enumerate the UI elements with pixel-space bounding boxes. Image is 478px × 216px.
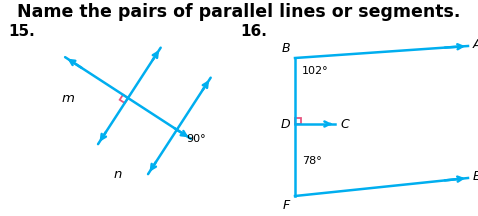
Text: F: F (283, 199, 290, 212)
Text: 16.: 16. (240, 24, 267, 39)
Text: C: C (340, 118, 349, 130)
Text: n: n (114, 167, 122, 181)
Text: E: E (473, 170, 478, 183)
Text: 15.: 15. (8, 24, 35, 39)
Text: 90°: 90° (186, 134, 206, 144)
Text: A: A (473, 38, 478, 51)
Text: 102°: 102° (302, 66, 328, 76)
Text: 78°: 78° (302, 156, 322, 166)
Text: D: D (281, 118, 290, 130)
Text: Name the pairs of parallel lines or segments.: Name the pairs of parallel lines or segm… (17, 3, 461, 21)
Text: m: m (62, 92, 75, 105)
Text: B: B (282, 42, 290, 55)
